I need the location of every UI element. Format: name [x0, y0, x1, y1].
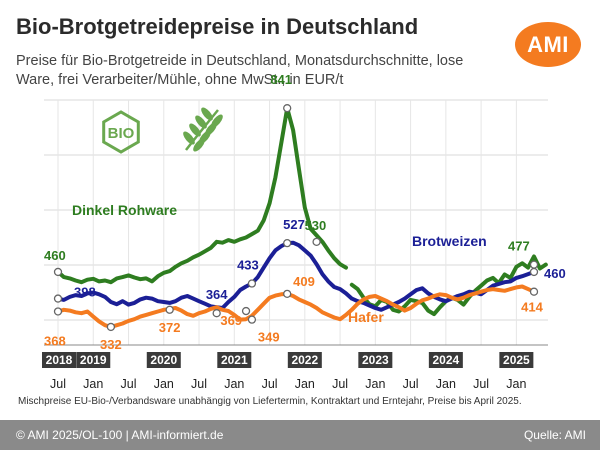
month-tick-label: Jul [332, 377, 348, 391]
bio-seal-text: BIO [108, 125, 135, 142]
month-tick-label: Jul [262, 377, 278, 391]
year-box [146, 352, 181, 368]
data-point-marker [165, 305, 174, 314]
month-tick-label: Jan [295, 377, 315, 391]
page-title: Bio-Brotgetreidepreise in Deutschland [16, 14, 419, 39]
footer-bar: © AMI 2025/OL-100 | AMI-informiert.de Qu… [0, 420, 600, 450]
month-tick-label: Jan [154, 377, 174, 391]
data-label: 477 [508, 239, 530, 254]
data-point-marker [247, 279, 257, 288]
data-label: 372 [159, 320, 181, 335]
year-label: 2022 [291, 353, 318, 367]
year-label: 2018 [46, 353, 73, 367]
data-point-marker [283, 104, 292, 113]
footer-source: Quelle: AMI [523, 428, 586, 442]
year-label: 2021 [221, 353, 248, 367]
data-label: 530 [305, 218, 327, 233]
data-label: 369 [220, 313, 242, 328]
data-label: 349 [258, 330, 280, 345]
year-box [76, 352, 111, 368]
data-label: 841 [270, 72, 292, 87]
series-name-label: Brotweizen [412, 233, 487, 249]
data-point-marker [529, 287, 539, 296]
month-tick-label: Jul [403, 377, 419, 391]
chart-decoration: BIO [102, 107, 223, 154]
chart-series-lines [56, 106, 548, 329]
data-label: 527 [283, 217, 305, 232]
data-label: 460 [544, 266, 566, 281]
data-label: 368 [44, 333, 66, 348]
leaf [195, 115, 207, 129]
data-label: 433 [237, 258, 259, 273]
wheat-leaves-icon [183, 107, 223, 152]
data-point-marker [529, 260, 539, 269]
year-label: 2025 [503, 353, 530, 367]
data-point-marker [529, 267, 539, 277]
series-line-hafer [56, 284, 536, 329]
data-point-marker [106, 322, 116, 332]
data-point-marker [241, 306, 251, 316]
data-label: 460 [44, 248, 66, 263]
data-point-marker [312, 237, 321, 246]
leaf [201, 107, 213, 121]
month-tick-label: Jul [50, 377, 66, 391]
year-box [428, 352, 463, 368]
data-point-marker [283, 289, 292, 299]
data-label: 332 [100, 337, 122, 352]
year-label: 2020 [150, 353, 177, 367]
data-label: 398 [74, 285, 96, 300]
year-label: 2024 [433, 353, 460, 367]
data-label: 414 [521, 300, 543, 315]
year-box [499, 352, 534, 368]
year-box [358, 352, 393, 368]
footnote: Mischpreise EU-Bio-/Verbandsware unabhän… [18, 396, 522, 407]
month-tick-label: Jan [224, 377, 244, 391]
chart-labels: Dinkel Rohware Brotweizen Hafer 460 841 530 47… [44, 72, 566, 352]
year-box [217, 352, 252, 368]
month-tick-label: Jan [506, 377, 526, 391]
leaf [189, 123, 201, 137]
leaf [183, 131, 195, 145]
month-tick-label: Jul [121, 377, 137, 391]
month-tick-label: Jan [83, 377, 103, 391]
year-label: 2023 [362, 353, 389, 367]
data-point-marker [53, 294, 63, 303]
bio-hexagon-seal-icon [102, 110, 140, 154]
ami-logo: AMI [515, 22, 581, 67]
data-label: 409 [293, 274, 315, 289]
chart-x-axis: 2018 2019 2020 2021 2022 2023 2024 2025 Jul Jan Ju… [42, 352, 534, 391]
data-point-marker [212, 309, 221, 318]
data-label: 364 [206, 287, 228, 302]
footer-copyright: © AMI 2025/OL-100 | AMI-informiert.de [16, 428, 224, 442]
price-line-chart: BIO Dinkel Rohware Brotweizen Hafer 460 841 5… [42, 72, 566, 391]
series-name-label: Hafer [348, 309, 384, 325]
month-tick-label: Jul [191, 377, 207, 391]
page-subtitle: Preise für Bio-Brotgetreide in Deutschla… [16, 53, 464, 88]
series-name-label: Dinkel Rohware [72, 202, 177, 218]
leaf-stem [185, 109, 219, 151]
chart-markers [53, 104, 539, 332]
month-tick-label: Jul [473, 377, 489, 391]
year-box [42, 352, 76, 368]
data-point-marker [53, 307, 63, 316]
leaf [211, 114, 223, 128]
year-box [287, 352, 322, 368]
data-point-marker [283, 238, 292, 248]
series-line-dinkel-rohware [56, 106, 348, 285]
month-tick-label: Jan [436, 377, 456, 391]
data-point-marker [247, 315, 257, 324]
year-label: 2019 [80, 353, 107, 367]
data-point-marker [53, 267, 63, 277]
month-tick-label: Jan [365, 377, 385, 391]
